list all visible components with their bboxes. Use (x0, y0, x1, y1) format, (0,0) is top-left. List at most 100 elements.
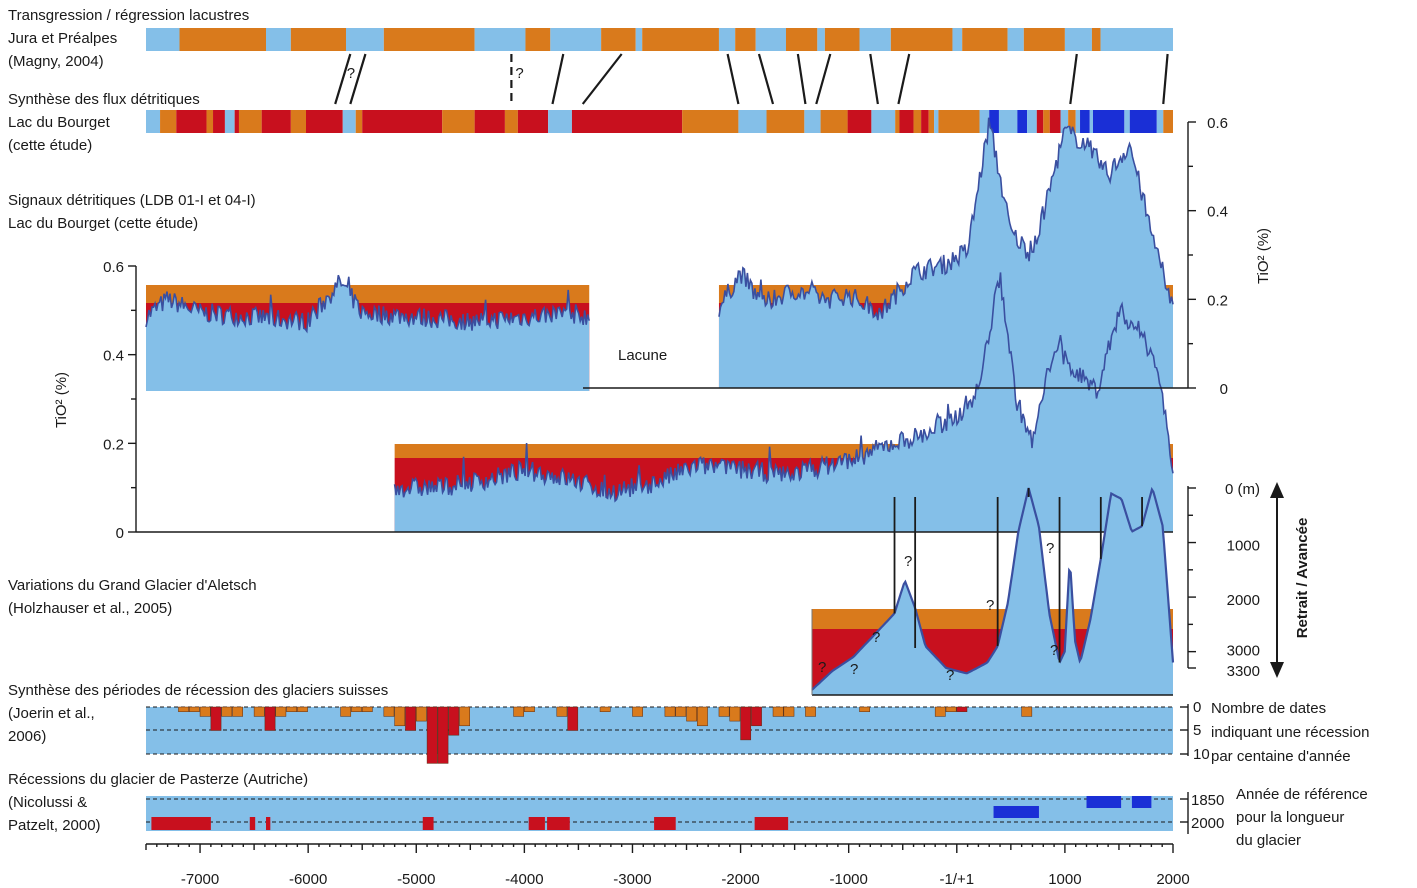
flux-segment-29 (913, 110, 922, 133)
flux-segment-3 (206, 110, 214, 133)
connector-line-0 (334, 53, 352, 105)
magny-label-3: (Magny, 2004) (8, 53, 104, 70)
pasterze-right-label-2: pour la longueur (1236, 809, 1344, 826)
swiss-bar-18 (426, 706, 438, 764)
gap-label: Lacune (618, 347, 667, 364)
swiss-bar-2 (199, 706, 211, 717)
swiss-bar-4 (221, 706, 233, 717)
aletsch-tick-label: 0 (m) (1225, 481, 1260, 498)
swiss-right-label-1: Nombre de dates (1211, 700, 1326, 717)
signal-area-upper-a (146, 275, 590, 391)
flux-segment-24 (820, 110, 848, 133)
pasterze-red-bar-3 (422, 817, 434, 830)
pasterze-blue-bar-1 (1086, 796, 1122, 808)
x-tick-label: -5000 (397, 871, 435, 888)
pasterze-red-bar-0 (151, 817, 211, 830)
swiss-bar-30 (686, 706, 697, 722)
pasterze-labels: Récessions du glacier de Pasterze (Autri… (8, 771, 308, 834)
flux-segment-12 (355, 110, 363, 133)
swiss-bar-14 (383, 706, 395, 717)
signal-left-axis: 0 0.2 0.4 0.6 (103, 259, 1188, 542)
swiss-bar-7 (264, 706, 276, 731)
aletsch-label-2: (Holzhauser et al., 2005) (8, 600, 172, 617)
swiss-bar-40 (934, 706, 946, 717)
magny-segment-15 (785, 28, 818, 51)
aletsch-axis: 0 (m) 1000 2000 3000 3300 (1187, 481, 1260, 680)
magny-labels: Transgression / régression lacustres Jur… (8, 7, 249, 70)
magny-segment-20 (952, 28, 963, 51)
swiss-bar-0 (178, 706, 189, 712)
flux-segment-22 (766, 110, 805, 133)
flux-segment-13 (362, 110, 443, 133)
swiss-bar-36 (772, 706, 784, 717)
aletsch-tick-label: 1000 (1227, 538, 1260, 555)
swiss-bar-42 (956, 706, 968, 712)
x-tick-label: -3000 (613, 871, 651, 888)
aletsch-right-label: Retrait / Avancée (1294, 518, 1311, 639)
aletsch-question-mark: ? (986, 597, 994, 614)
flux-segment-19 (571, 110, 683, 133)
flux-segment-34 (979, 110, 990, 133)
signal-right-tick-label: 0.2 (1207, 292, 1228, 309)
flux-segment-4 (213, 110, 225, 133)
flux-segment-26 (871, 110, 896, 133)
magny-segment-9 (601, 28, 636, 51)
aletsch-label-1: Variations du Grand Glacier d'Aletsch (8, 577, 257, 594)
swiss-label-3: 2006) (8, 728, 46, 745)
flux-segment-33 (938, 110, 980, 133)
magny-segment-21 (962, 28, 1008, 51)
aletsch-tick-label: 3300 (1227, 663, 1260, 680)
signal-line-upper-b (718, 117, 1174, 321)
x-tick-label: -1000 (829, 871, 867, 888)
aletsch-tick-label: 2000 (1227, 592, 1260, 609)
flux-segment-50 (1156, 110, 1164, 133)
aletsch-area (812, 488, 1173, 695)
magny-segment-14 (755, 28, 786, 51)
magny-segment-23 (1023, 28, 1065, 51)
aletsch-question-mark: ? (1046, 540, 1054, 557)
aletsch-question-mark: ? (818, 659, 826, 676)
flux-segment-30 (921, 110, 929, 133)
swiss-bar-22 (513, 706, 525, 717)
pasterze-red-bar-6 (654, 817, 676, 830)
signal-left-tick-label: 0.4 (103, 348, 124, 365)
magny-segment-4 (345, 28, 384, 51)
flux-segment-18 (548, 110, 572, 133)
magny-segment-12 (718, 28, 736, 51)
flux-segment-41 (1049, 110, 1061, 133)
x-tick-label: -2000 (721, 871, 759, 888)
pasterze-blue-bar-2 (1131, 796, 1152, 808)
flux-labels: Synthèse des flux détritiques Lac du Bou… (8, 91, 200, 154)
flux-segment-27 (895, 110, 900, 133)
signal-labels: Signaux détritiques (LDB 01-I et 04-I) L… (8, 192, 256, 232)
swiss-bar-16 (405, 706, 416, 731)
flux-segment-46 (1089, 110, 1094, 133)
pasterze-red-bar-2 (265, 817, 271, 830)
flux-segment-17 (517, 110, 549, 133)
swiss-bar-3 (210, 706, 222, 731)
magny-segment-18 (859, 28, 891, 51)
magny-segment-3 (290, 28, 346, 51)
magny-segment-22 (1007, 28, 1024, 51)
swiss-bar-5 (232, 706, 243, 717)
magny-segment-0 (146, 28, 180, 51)
signal-area-upper-b (718, 117, 1173, 388)
connector-line-8 (815, 53, 832, 105)
x-axis: -7000 -6000 -5000 -4000 -3000 -2000 -1000 -1/+1… (145, 843, 1190, 888)
flux-segment-43 (1068, 110, 1076, 133)
flux-segment-37 (1017, 110, 1028, 133)
connector-line-4 (581, 53, 623, 105)
swiss-bar-24 (556, 706, 568, 717)
aletsch-tick-label: 3000 (1227, 643, 1260, 660)
flux-segment-38 (1027, 110, 1037, 133)
flux-segment-32 (934, 110, 939, 133)
flux-segment-51 (1163, 110, 1173, 133)
swiss-tick-label: 5 (1193, 722, 1201, 739)
flux-segment-0 (146, 110, 161, 133)
connector-line-5 (726, 53, 740, 105)
pasterze-right-labels: Année de référence pour la longueur du g… (1236, 786, 1368, 849)
magny-segment-5 (383, 28, 475, 51)
signal-orange-band-upper-a (146, 285, 590, 303)
aletsch-labels: Variations du Grand Glacier d'Aletsch (H… (8, 577, 257, 617)
signal-right-tick-label: 0.4 (1207, 204, 1228, 221)
